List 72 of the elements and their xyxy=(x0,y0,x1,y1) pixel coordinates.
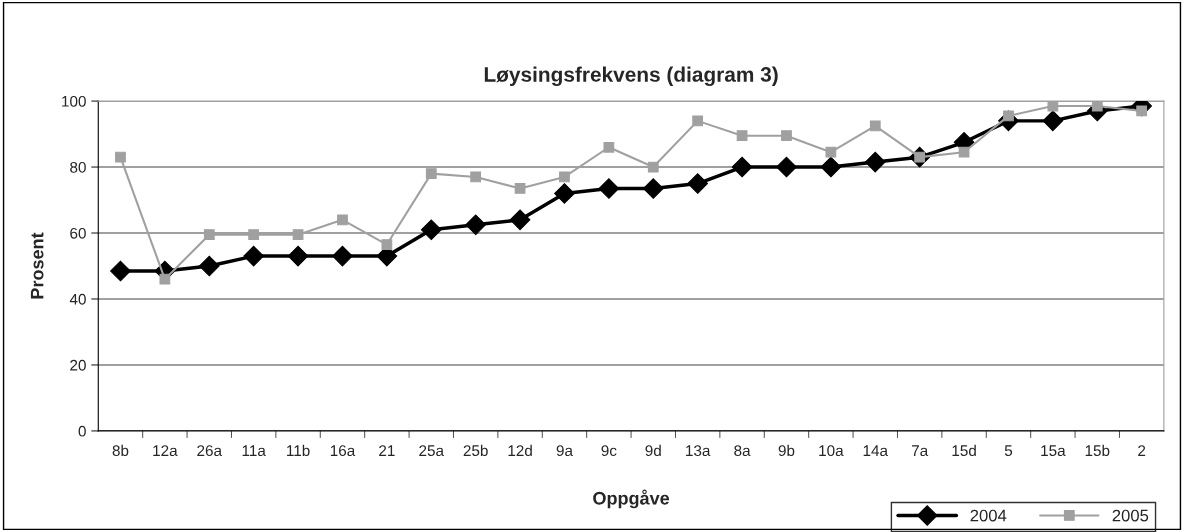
point xyxy=(243,245,265,267)
x-tick-label: 7a xyxy=(911,445,929,457)
point xyxy=(465,214,487,236)
x-tick-label: 8a xyxy=(734,445,751,457)
point xyxy=(820,156,842,178)
point xyxy=(110,260,131,282)
point xyxy=(159,273,171,285)
point xyxy=(642,178,664,199)
x-tick-label: 14a xyxy=(863,445,889,457)
point xyxy=(203,229,215,241)
x-tick-label: 15d xyxy=(952,444,976,457)
point xyxy=(115,151,126,163)
y-tick-label: 0 xyxy=(78,425,86,437)
point xyxy=(864,151,886,173)
point xyxy=(731,156,753,178)
legend-label: 2004 xyxy=(970,509,1007,522)
point xyxy=(776,156,797,178)
point xyxy=(781,130,792,142)
x-tick-label: 11b xyxy=(287,444,310,457)
x-axis-title: Oppgåve xyxy=(593,489,670,509)
point xyxy=(332,245,353,267)
point xyxy=(869,120,881,132)
x-tick-label: 21 xyxy=(379,445,395,456)
x-tick-label: 25b xyxy=(463,444,488,457)
point xyxy=(1042,110,1064,132)
point xyxy=(337,214,348,226)
x-tick-label: 9b xyxy=(778,444,795,457)
point xyxy=(687,173,709,194)
point xyxy=(287,245,309,267)
point xyxy=(958,146,970,158)
x-tick-label: 2 xyxy=(1138,445,1146,456)
x-tick-label: 12a xyxy=(153,445,178,457)
x-tick-label: 5 xyxy=(1004,445,1013,457)
point xyxy=(514,183,526,194)
x-tick-label: 12d xyxy=(508,444,532,457)
x-tick-label: 10a xyxy=(819,445,844,457)
x-tick-label: 13a xyxy=(686,445,711,457)
chart-title: Løysingsfrekvens (diagram 3) xyxy=(484,66,778,87)
x-tick-label: 9d xyxy=(645,444,661,457)
point xyxy=(692,115,704,127)
point xyxy=(825,146,837,158)
x-tick-label: 11a xyxy=(242,445,266,457)
point xyxy=(425,168,437,180)
x-tick-label: 9a xyxy=(556,445,573,457)
x-tick-label: 15a xyxy=(1041,445,1066,457)
point xyxy=(470,171,482,183)
point xyxy=(736,130,748,142)
x-tick-label: 16a xyxy=(330,445,356,457)
y-tick-label: 60 xyxy=(70,227,86,239)
x-tick-label: 25a xyxy=(419,445,445,457)
y-tick-label: 80 xyxy=(70,161,86,173)
x-tick-label: 15b xyxy=(1085,444,1110,457)
point xyxy=(381,239,393,250)
x-tick-label: 26a xyxy=(197,445,223,457)
point xyxy=(509,209,531,231)
y-tick-label: 20 xyxy=(70,359,86,371)
point xyxy=(603,141,615,153)
x-tick-label: 8b xyxy=(112,444,129,457)
point xyxy=(420,219,442,241)
y-tick-label: 100 xyxy=(62,95,86,107)
point xyxy=(554,183,575,204)
point xyxy=(647,161,659,173)
point xyxy=(559,171,570,183)
point xyxy=(198,255,220,277)
point xyxy=(1047,101,1059,112)
point xyxy=(292,229,304,241)
x-tick-label: 9c xyxy=(601,445,617,457)
y-tick-label: 40 xyxy=(69,293,86,305)
legend-label: 2005 xyxy=(1112,509,1149,522)
y-axis-title: Prosent xyxy=(30,232,44,299)
point xyxy=(248,229,260,241)
point xyxy=(598,178,620,199)
